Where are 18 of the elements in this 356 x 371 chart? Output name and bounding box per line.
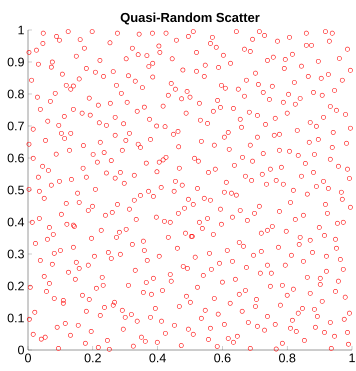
y-tick-label: 0.4 [8,218,24,226]
y-tick-label: 0.3 [8,250,24,258]
y-tick-label: 0.1 [8,314,24,322]
y-tick-label: 0.7 [8,122,24,130]
x-tick-label: 0 [25,354,31,362]
y-tick-label: 0.8 [8,90,24,98]
x-tick-label: 0.6 [214,354,231,362]
y-tick-label: 0.6 [8,154,24,162]
y-tick-label: 0.2 [8,282,24,290]
x-tick-label: 0.2 [84,354,101,362]
x-tick-label: 0.4 [149,354,166,362]
y-tick-label: 0.9 [8,58,24,66]
y-tick-label: 1 [18,26,24,34]
x-tick-label: 0.8 [279,354,296,362]
y-tick-label: 0 [18,346,24,354]
x-tick-label: 1 [349,354,355,362]
chart-title: Quasi-Random Scatter [120,12,260,24]
y-tick-label: 0.5 [8,186,24,194]
